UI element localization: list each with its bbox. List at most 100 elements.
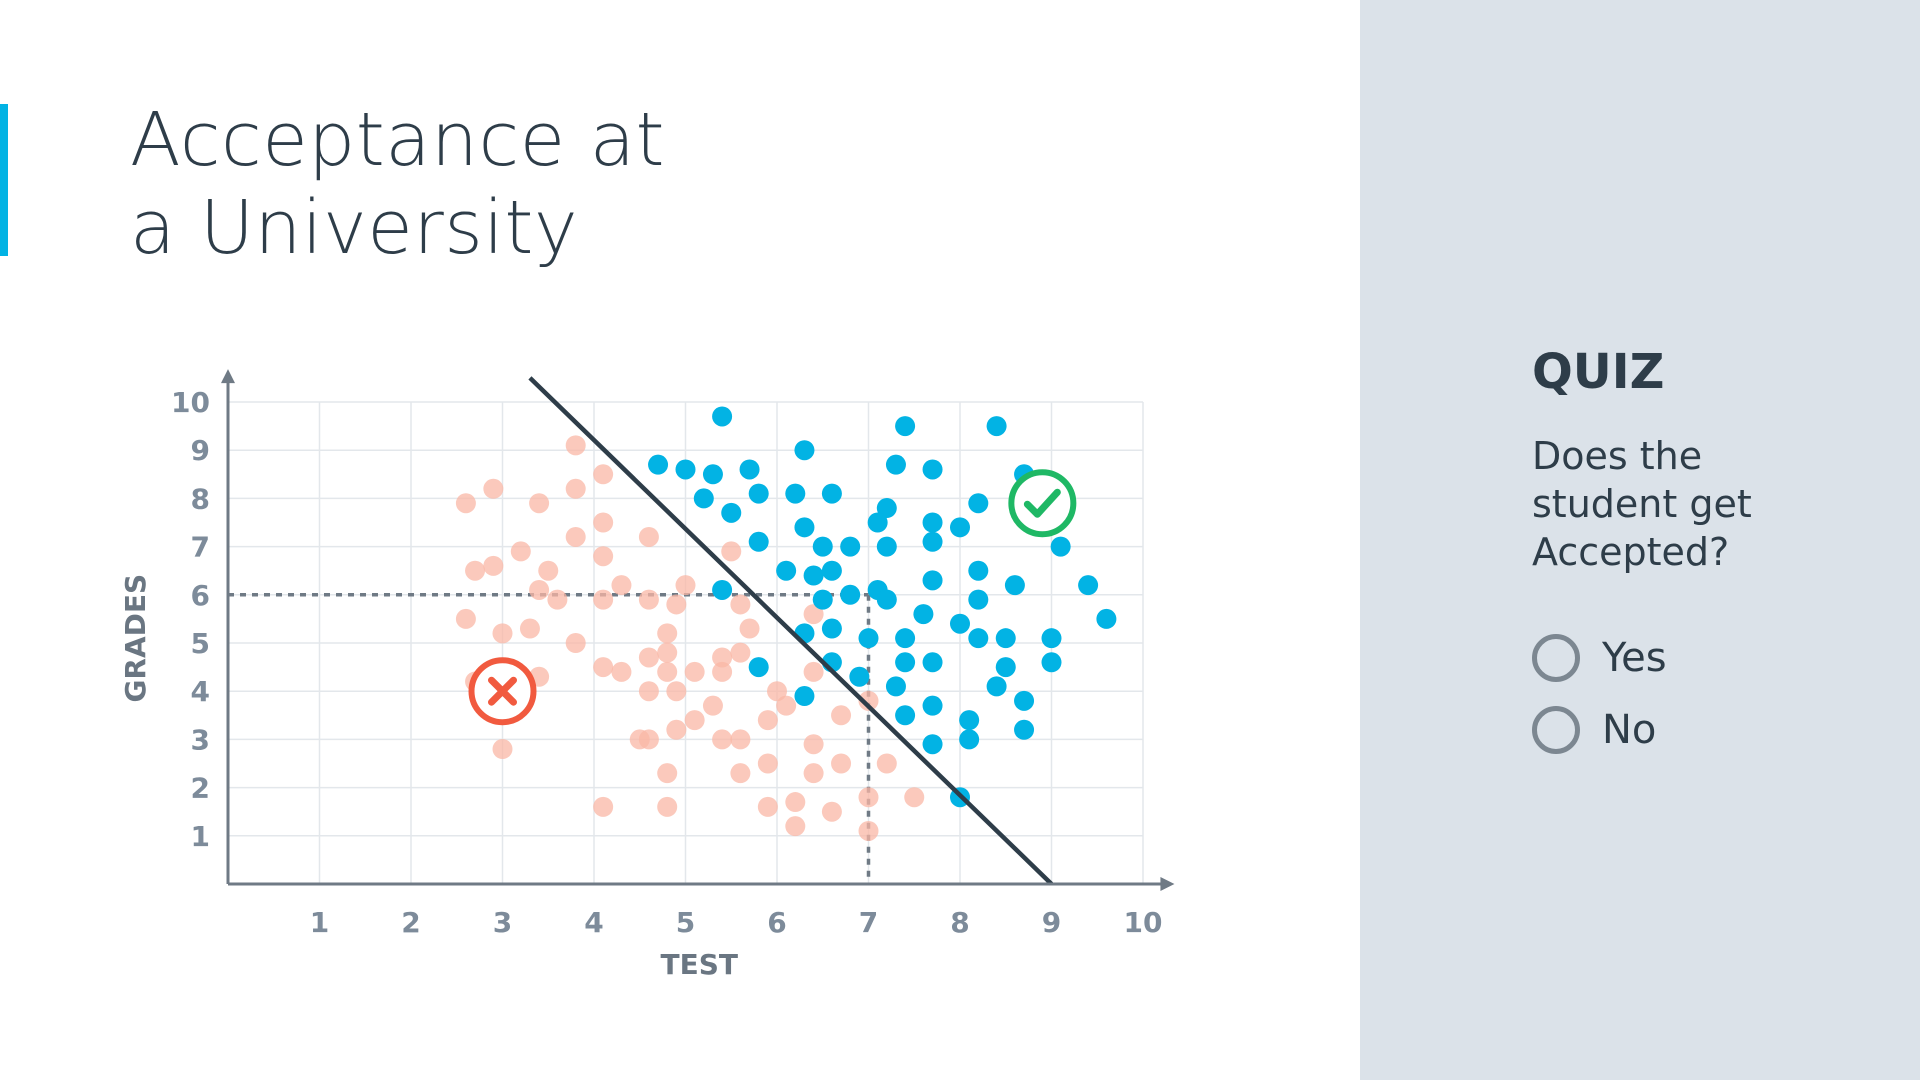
accepted-point [785, 483, 806, 504]
accepted-point [922, 570, 943, 591]
x-tick-label: 4 [584, 906, 603, 939]
rejected-point [757, 796, 778, 817]
rejected-point [803, 604, 824, 625]
rejected-point [593, 796, 614, 817]
x-tick-label: 10 [1124, 906, 1163, 939]
rejected-point [547, 589, 568, 610]
y-tick-label: 1 [191, 820, 210, 853]
accepted-point [849, 666, 870, 687]
accepted-point [986, 416, 1007, 437]
rejected-point [565, 526, 586, 547]
rejected-point [684, 710, 705, 731]
y-tick-label: 10 [171, 386, 210, 419]
accepted-point [858, 628, 879, 649]
y-tick-label: 5 [191, 627, 210, 660]
accepted-point [794, 517, 815, 538]
rejected-point [638, 647, 659, 668]
accepted-point [968, 493, 989, 514]
accepted-point [959, 729, 980, 750]
x-axis-label: TEST [660, 948, 738, 981]
accepted-point [922, 734, 943, 755]
quiz-option-yes[interactable]: Yes [1532, 634, 1667, 682]
accepted-point [968, 560, 989, 581]
rejected-point [593, 546, 614, 567]
accepted-point [895, 652, 916, 673]
x-tick-label: 7 [859, 906, 878, 939]
x-tick-label: 8 [950, 906, 969, 939]
rejected-point [785, 792, 806, 813]
accepted-point [1014, 719, 1035, 740]
accepted-point [1050, 536, 1071, 557]
rejected-point [638, 589, 659, 610]
radio-button-yes[interactable] [1532, 634, 1580, 682]
accepted-point [1014, 690, 1035, 711]
accepted-point [821, 483, 842, 504]
accepted-point [748, 483, 769, 504]
rejected-point [904, 787, 925, 808]
rejected-point [785, 816, 806, 837]
rejected-point [675, 575, 696, 596]
radio-button-no[interactable] [1532, 706, 1580, 754]
rejected-point [712, 647, 733, 668]
quiz-question-line-3: Accepted? [1532, 530, 1730, 574]
accepted-point [876, 589, 897, 610]
title-accent-bar [0, 104, 8, 256]
accepted-point [739, 459, 760, 480]
accepted-point [895, 416, 916, 437]
accepted-point [876, 536, 897, 557]
accepted-point [840, 536, 861, 557]
accepted-point [821, 618, 842, 639]
rejected-point [529, 579, 550, 600]
quiz-heading: QUIZ [1532, 344, 1665, 400]
rejected-point [757, 753, 778, 774]
rejected-point [831, 705, 852, 726]
rejected-point [730, 642, 751, 663]
rejected-point [666, 594, 687, 615]
rejected-point [455, 493, 476, 514]
rejected-point [565, 435, 586, 456]
x-tick-label: 6 [767, 906, 786, 939]
rejected-point [803, 661, 824, 682]
accepted-point [748, 657, 769, 678]
quiz-option-no-label: No [1602, 707, 1657, 753]
rejected-point [858, 690, 879, 711]
accepted-point [702, 464, 723, 485]
accepted-point [922, 512, 943, 533]
rejected-point [492, 623, 513, 644]
rejected-point [483, 555, 504, 576]
quiz-option-no[interactable]: No [1532, 706, 1656, 754]
rejected-point [483, 478, 504, 499]
rejected-point [876, 753, 897, 774]
rejected-point [638, 526, 659, 547]
accepted-point [895, 628, 916, 649]
accepted-point [922, 459, 943, 480]
rejected-point [565, 478, 586, 499]
quiz-question-line-1: Does the [1532, 434, 1703, 478]
x-tick-label: 9 [1042, 906, 1061, 939]
rejected-point [767, 681, 787, 702]
accepted-point [721, 502, 742, 523]
rejected-point [730, 763, 751, 784]
rejected-point [519, 618, 540, 639]
rejected-point [657, 796, 678, 817]
rejected-point [593, 512, 614, 533]
rejected-point [465, 560, 486, 581]
rejected-point [611, 661, 632, 682]
rejected-point [529, 493, 550, 514]
scatter-chart: 1 2 3 4 5 6 7 8 9 10 1 2 3 4 5 6 7 8 9 10 TEST GRADES [119, 369, 1175, 981]
slide-title-line-1: Acceptance at [130, 97, 666, 183]
accepted-point [1041, 652, 1062, 673]
rejected-point [803, 763, 824, 784]
accepted-point [922, 531, 943, 552]
rejected-point [538, 560, 559, 581]
rejected-point [593, 657, 614, 678]
x-tick-label: 1 [310, 906, 329, 939]
rejected-point [776, 695, 797, 716]
rejected-point [657, 763, 678, 784]
decision-boundary-line [528, 376, 1054, 886]
y-tick-label: 7 [191, 531, 210, 564]
accepted-point [876, 498, 897, 519]
y-axis-label: GRADES [119, 574, 152, 703]
rejected-point [858, 820, 879, 841]
slide-title: Acceptance at a University [130, 96, 665, 272]
